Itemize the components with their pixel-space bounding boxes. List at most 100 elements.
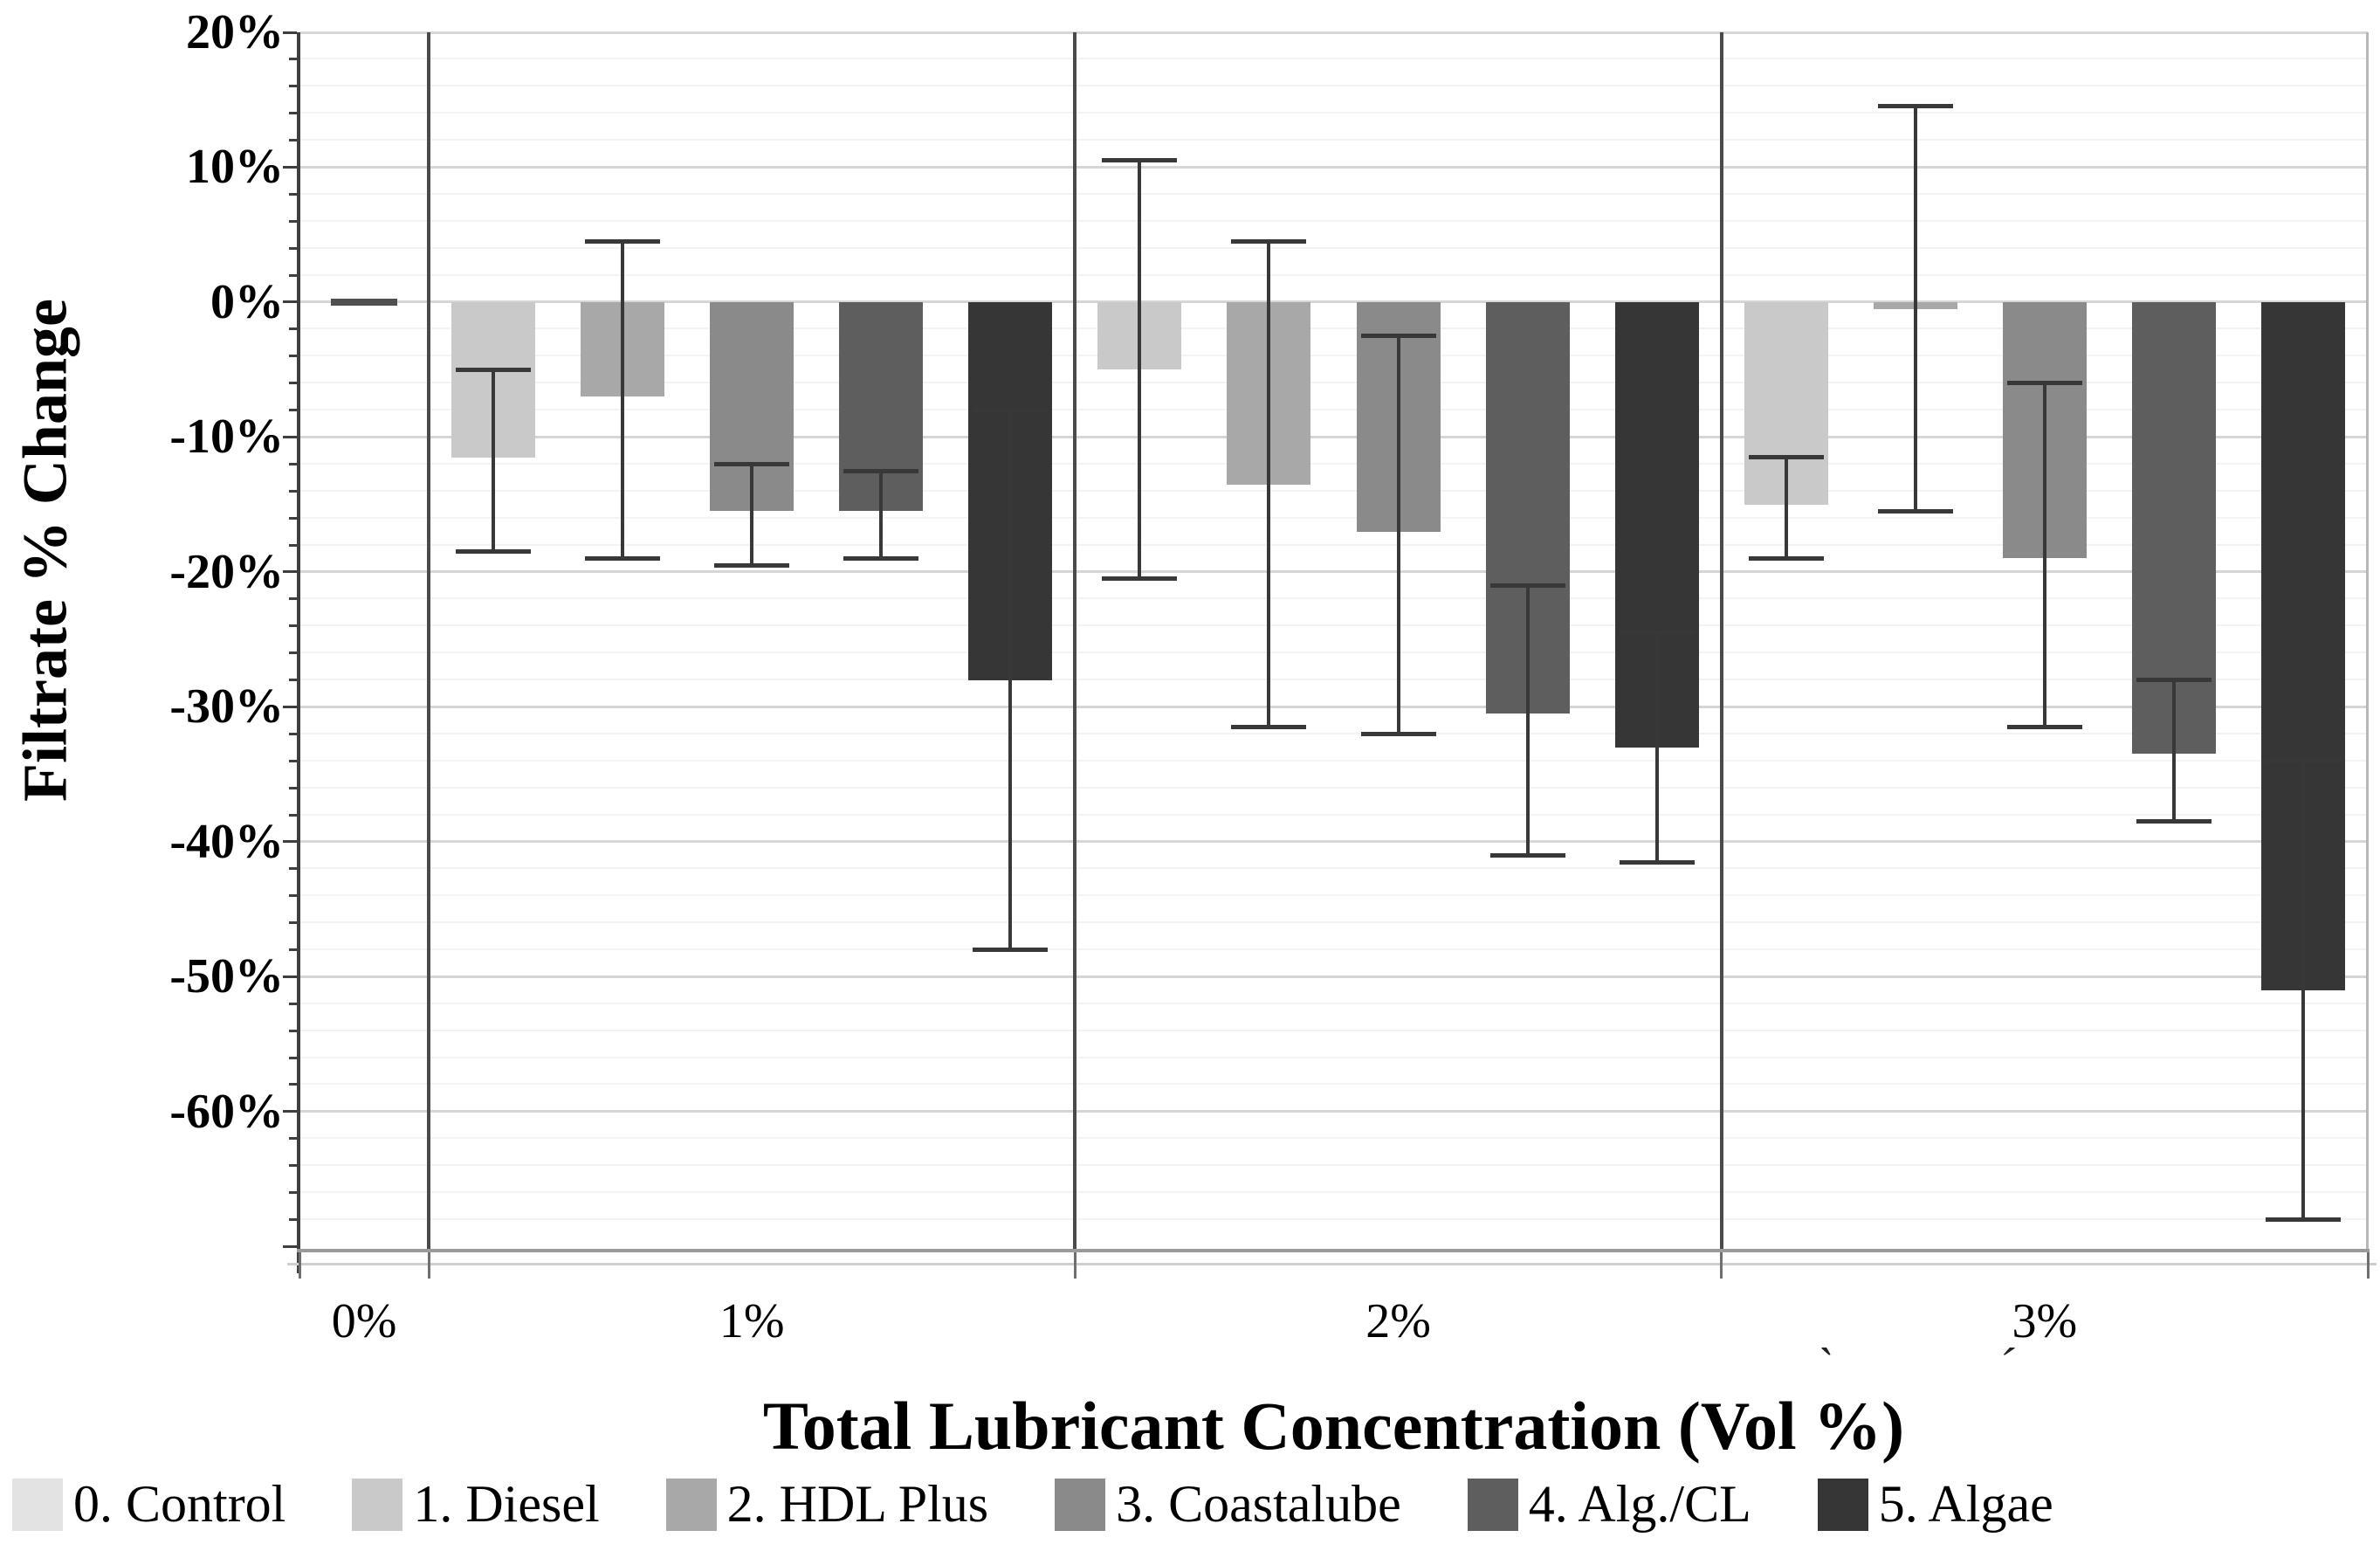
y-minor-tick <box>289 1137 297 1141</box>
plot-right-border <box>2366 32 2369 1251</box>
gridline-minor <box>299 948 2368 950</box>
y-minor-tick <box>289 759 297 762</box>
gridline-minor <box>299 759 2368 762</box>
error-bar-bottom-cap-3pct-3-coastalube <box>2006 725 2082 730</box>
gridline-minor <box>299 246 2368 249</box>
y-minor-tick <box>289 894 297 898</box>
y-minor-tick <box>289 624 297 628</box>
gridline-minor <box>299 732 2368 734</box>
error-bar-bottom-cap-2pct-3-coastalube <box>1360 731 1436 736</box>
error-bar-bottom-cap-2pct-5-algae <box>1619 859 1695 865</box>
error-bar-stem-2pct-5-algae <box>1654 632 1659 863</box>
error-bar-top-cap-1pct-5-algae <box>973 408 1049 413</box>
x-group-label: 1% <box>719 1294 785 1348</box>
gridline-minor <box>299 355 2368 357</box>
y-minor-tick <box>289 1056 297 1059</box>
y-minor-tick <box>289 246 297 250</box>
error-bar-stem-2pct-4-alg-cl <box>1525 585 1530 856</box>
gridline-minor <box>299 543 2368 546</box>
error-bar-stem-2pct-3-coastalube <box>1396 335 1400 734</box>
gridline-minor <box>299 489 2368 492</box>
gridline-minor <box>299 1056 2368 1058</box>
y-major-tick <box>283 975 297 978</box>
error-bar-stem-2pct-2-hdl-plus <box>1267 241 1271 727</box>
error-bar-top-cap-2pct-5-algae <box>1619 630 1695 635</box>
y-tick-label: -60% <box>169 1084 284 1139</box>
legend-swatch-0-control <box>12 1478 63 1531</box>
group-divider <box>427 32 431 1251</box>
gridline-minor <box>299 1137 2368 1140</box>
legend-item-3-coastalube: 3. Coastalube <box>1055 1474 1401 1534</box>
legend-swatch-5-algae <box>1817 1478 1868 1531</box>
x-tick <box>1073 1252 1077 1279</box>
gridline-minor <box>299 58 2368 60</box>
y-minor-tick <box>289 516 297 520</box>
error-bar-stem-1pct-1-diesel <box>492 369 496 552</box>
error-bar-bottom-cap-1pct-3-coastalube <box>714 562 790 568</box>
y-minor-tick <box>289 543 297 547</box>
gridline-minor <box>299 327 2368 330</box>
error-bar-top-cap-1pct-2-hdl-plus <box>585 238 661 244</box>
legend-swatch-1-diesel <box>352 1478 403 1531</box>
x-tick <box>427 1252 430 1279</box>
gridline-minor <box>299 409 2368 411</box>
error-bar-stem-3pct-5-algae <box>2301 761 2305 1220</box>
error-bar-top-cap-2pct-2-hdl-plus <box>1231 238 1307 244</box>
gridline-minor <box>299 139 2368 141</box>
y-minor-tick <box>289 219 297 223</box>
legend-swatch-3-coastalube <box>1055 1478 1106 1531</box>
y-minor-tick <box>289 273 297 277</box>
y-axis-title: Filtrate % Change <box>10 299 80 802</box>
y-minor-tick <box>289 867 297 871</box>
error-bar-bottom-cap-1pct-4-alg-cl <box>843 555 919 561</box>
error-bar-bottom-cap-1pct-1-diesel <box>456 549 532 555</box>
gridline-minor <box>299 921 2368 924</box>
gridline-minor <box>299 1002 2368 1004</box>
error-bar-top-cap-2pct-1-diesel <box>1102 158 1178 163</box>
gridline-minor <box>299 516 2368 519</box>
y-minor-tick <box>289 327 297 331</box>
x-group-label: 3% <box>2012 1294 2078 1348</box>
y-tick-label: 20% <box>186 5 284 59</box>
y-major-tick <box>283 1244 297 1248</box>
x-tick <box>2366 1252 2370 1279</box>
error-bar-top-cap-3pct-3-coastalube <box>2006 381 2082 386</box>
gridline-minor <box>299 786 2368 789</box>
error-bar-bottom-cap-3pct-2-hdl-plus <box>1877 508 1953 514</box>
y-minor-tick <box>289 355 297 358</box>
y-tick-label: -30% <box>169 679 284 734</box>
gridline-major <box>299 840 2368 844</box>
y-minor-tick <box>289 382 297 385</box>
y-minor-tick <box>289 192 297 196</box>
y-minor-tick <box>289 139 297 142</box>
x-axis-title: Total Lubricant Concentration (Vol %) <box>762 1388 1905 1464</box>
stray-mark: ˊ <box>2001 1339 2018 1393</box>
gridline-minor <box>299 894 2368 897</box>
y-minor-tick <box>289 409 297 412</box>
error-bar-stem-1pct-3-coastalube <box>750 464 754 566</box>
gridline-major <box>299 570 2368 574</box>
y-minor-tick <box>289 948 297 951</box>
legend-label: 5. Algae <box>1878 1475 2053 1533</box>
legend: 0. Control 1. Diesel 2. HDL Plus 3. Coastal… <box>12 1474 2370 1534</box>
gridline-minor <box>299 624 2368 627</box>
gridline-major <box>299 975 2368 978</box>
y-major-tick <box>283 165 297 169</box>
y-minor-tick <box>289 1029 297 1032</box>
legend-item-4-alg-cl: 4. Alg./CL <box>1467 1474 1751 1534</box>
error-bar-stem-1pct-2-hdl-plus <box>621 241 625 559</box>
y-tick-label: 0% <box>210 274 284 329</box>
gridline-minor <box>299 85 2368 87</box>
error-bar-top-cap-3pct-2-hdl-plus <box>1877 104 1953 109</box>
error-bar-bottom-cap-1pct-2-hdl-plus <box>585 555 661 561</box>
gridline-major <box>299 435 2368 438</box>
error-bar-top-cap-3pct-4-alg-cl <box>2136 678 2211 683</box>
gridline-minor <box>299 273 2368 276</box>
x-group-label: 2% <box>1365 1294 1431 1348</box>
gridline-major <box>299 165 2368 169</box>
legend-item-2-hdl-plus: 2. HDL Plus <box>665 1474 988 1534</box>
legend-label: 1. Diesel <box>413 1475 600 1533</box>
legend-swatch-2-hdl-plus <box>665 1478 717 1531</box>
y-major-tick <box>283 705 297 708</box>
